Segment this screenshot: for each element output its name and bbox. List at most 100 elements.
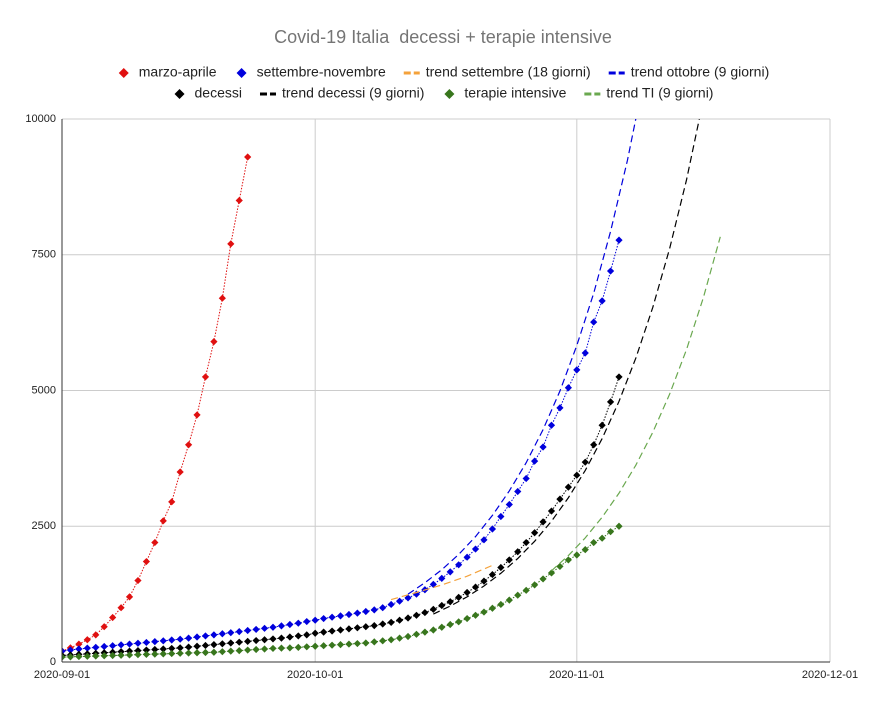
data-point	[573, 366, 581, 374]
data-point	[286, 620, 294, 629]
data-point	[564, 384, 572, 392]
data-point	[505, 596, 513, 604]
data-point	[83, 636, 91, 644]
data-point	[429, 580, 437, 588]
data-point	[328, 613, 336, 621]
data-point	[564, 556, 572, 564]
data-point	[497, 600, 505, 609]
data-point	[168, 636, 176, 644]
data-point	[235, 638, 243, 646]
data-point	[514, 548, 522, 556]
data-point	[514, 487, 522, 496]
data-point	[446, 598, 454, 606]
data-point	[210, 641, 218, 649]
data-point	[176, 635, 184, 643]
series-line	[407, 119, 637, 595]
legend-item: settembre-novembre	[236, 64, 386, 80]
data-point	[227, 240, 235, 248]
data-point	[100, 652, 108, 660]
data-point	[573, 471, 581, 479]
data-point	[159, 650, 167, 658]
legend: marzo-aprile settembre-novembre trend sett…	[118, 64, 769, 101]
y-tick-label: 5000	[32, 384, 56, 396]
data-point	[598, 421, 606, 429]
data-point	[463, 588, 471, 597]
data-point	[269, 635, 277, 643]
series-line	[551, 236, 721, 572]
data-point	[429, 626, 437, 634]
data-point	[471, 611, 480, 619]
data-point	[277, 644, 286, 652]
data-point	[294, 643, 302, 651]
y-tick-label: 7500	[32, 249, 56, 261]
data-point	[184, 634, 193, 642]
data-point	[404, 594, 412, 602]
data-point	[201, 632, 210, 640]
data-point	[370, 606, 378, 614]
x-tick-label: 2020-11-01	[549, 669, 604, 681]
data-point	[75, 645, 83, 653]
data-point	[277, 634, 286, 642]
data-point	[218, 294, 226, 302]
legend-label: trend decessi (9 giorni)	[282, 85, 424, 101]
data-point	[117, 651, 125, 659]
data-point	[252, 645, 260, 654]
data-point	[362, 623, 370, 631]
data-point	[168, 644, 176, 653]
data-point	[556, 404, 564, 412]
data-point	[109, 642, 117, 650]
data-point	[455, 561, 463, 569]
data-point	[412, 611, 421, 619]
data-point	[421, 628, 429, 636]
data-point	[421, 608, 429, 617]
data-point	[379, 637, 387, 645]
data-point	[286, 644, 294, 652]
data-point	[109, 613, 117, 622]
data-point	[142, 638, 150, 647]
data-point	[539, 575, 547, 583]
data-point	[235, 196, 243, 205]
data-point	[395, 616, 404, 624]
data-point	[235, 646, 243, 655]
y-tick-label: 10000	[25, 113, 56, 125]
data-point	[260, 624, 269, 632]
data-point	[159, 637, 167, 645]
legend-label: decessi	[195, 85, 242, 101]
data-point	[471, 583, 480, 591]
data-point	[244, 646, 252, 654]
data-point	[488, 525, 497, 533]
data-point	[193, 411, 201, 419]
data-point	[336, 626, 345, 634]
data-point	[446, 620, 454, 629]
legend-marker	[444, 89, 455, 99]
legend-item: decessi	[174, 85, 242, 101]
data-point	[615, 236, 623, 244]
data-point	[328, 641, 336, 649]
data-point	[590, 441, 598, 449]
data-point	[159, 645, 167, 653]
data-point	[125, 593, 134, 601]
data-point	[480, 608, 488, 616]
data-point	[311, 616, 319, 624]
data-point	[353, 624, 361, 632]
data-point	[117, 604, 125, 612]
data-point	[151, 645, 159, 654]
data-point	[184, 441, 193, 449]
legend-marker	[236, 68, 247, 78]
data-point	[514, 591, 522, 599]
data-point	[184, 643, 193, 651]
data-point	[142, 557, 150, 566]
legend-label: trend settembre (18 giorni)	[426, 64, 591, 80]
x-tick-label: 2020-09-01	[34, 669, 90, 681]
data-point	[142, 646, 150, 654]
data-point	[336, 612, 345, 620]
data-point	[480, 536, 488, 544]
data-point	[581, 458, 589, 466]
data-point	[353, 609, 361, 617]
data-point	[260, 636, 269, 644]
data-point	[235, 627, 243, 636]
data-point	[463, 614, 471, 623]
data-point	[615, 522, 623, 530]
